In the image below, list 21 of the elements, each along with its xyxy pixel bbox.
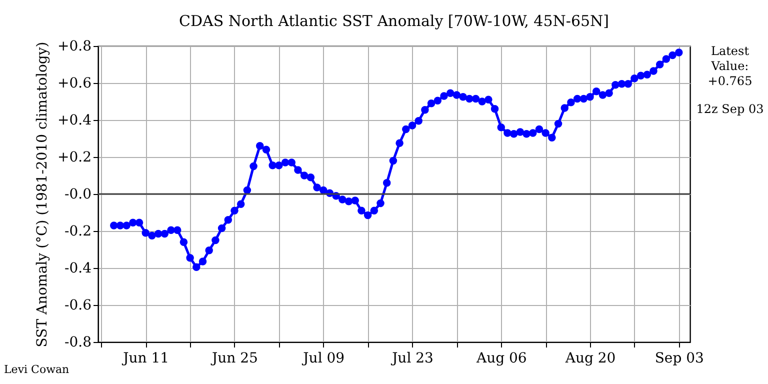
x-tick-label: Aug 20 <box>564 350 616 366</box>
y-axis-title: SST Anomaly (°C) (1981-2010 climatology) <box>34 42 51 348</box>
x-tick-label: Jul 09 <box>301 350 345 366</box>
y-tick-label: +0.8 <box>58 38 92 54</box>
y-tick-label: -0.4 <box>64 260 92 276</box>
y-tick-label: +0.6 <box>58 76 92 92</box>
y-tick-label: +0.2 <box>58 150 92 166</box>
text: Latest Value: +0.765 <box>708 44 752 88</box>
x-tick-label: Jul 23 <box>390 350 434 366</box>
x-tick-label: Sep 03 <box>654 350 704 366</box>
y-tick-label: +0.4 <box>58 112 92 128</box>
x-tick-label: Jun 25 <box>210 350 258 366</box>
chart-title: CDAS North Atlantic SST Anomaly [70W-10W, 45N-65N] <box>178 12 610 30</box>
x-tick-label: Aug 06 <box>475 350 527 366</box>
x-tick-label: Jun 11 <box>121 350 170 366</box>
text: 12z Sep 03 <box>696 102 764 116</box>
y-tick-label: -0.8 <box>64 334 92 350</box>
text: Levi Cowan <box>4 363 70 376</box>
y-tick-label: -0.2 <box>64 224 92 240</box>
y-tick-label: -0.0 <box>64 186 92 202</box>
y-tick-label: -0.6 <box>64 298 92 314</box>
